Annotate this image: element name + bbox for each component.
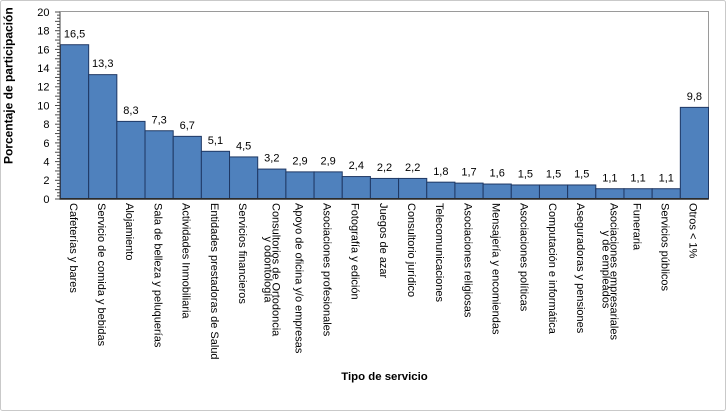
svg-text:Cafeterías y bares: Cafeterías y bares <box>67 203 79 293</box>
svg-text:Asociaciones profesionales: Asociaciones profesionales <box>320 203 332 337</box>
svg-text:3,2: 3,2 <box>264 153 279 165</box>
svg-text:Computación e informática: Computación e informática <box>546 203 558 335</box>
svg-text:4,5: 4,5 <box>236 141 251 153</box>
svg-text:9,8: 9,8 <box>687 91 702 103</box>
svg-text:18: 18 <box>37 26 49 38</box>
svg-text:2: 2 <box>43 175 49 187</box>
svg-text:Asociaciones políticas: Asociaciones políticas <box>518 203 530 312</box>
svg-text:1,6: 1,6 <box>490 168 505 180</box>
svg-text:Consultorio jurídico: Consultorio jurídico <box>405 203 417 297</box>
svg-text:Asociaciones religiosas: Asociaciones religiosas <box>461 203 473 318</box>
svg-text:8,3: 8,3 <box>123 105 138 117</box>
svg-text:Aseguradoras y pensiones: Aseguradoras y pensiones <box>574 203 586 334</box>
svg-text:Apoyo de oficina y/o empresas: Apoyo de oficina y/o empresas <box>292 203 304 354</box>
svg-text:y de empleados: y de empleados <box>599 231 611 309</box>
svg-text:1,7: 1,7 <box>461 167 476 179</box>
svg-text:Telecomunicaciones: Telecomunicaciones <box>433 203 445 303</box>
svg-text:10: 10 <box>37 100 49 112</box>
svg-text:Asociaciones empresariales: Asociaciones empresariales <box>608 203 620 340</box>
svg-text:7,3: 7,3 <box>151 114 166 126</box>
svg-text:14: 14 <box>37 63 49 75</box>
svg-text:2,2: 2,2 <box>405 162 420 174</box>
svg-text:Actividades Inmobiliaria: Actividades Inmobiliaria <box>180 203 192 319</box>
svg-text:Alojamiento: Alojamiento <box>123 203 135 260</box>
svg-text:Mensajería y encomiendas: Mensajería y encomiendas <box>490 203 502 335</box>
svg-text:1,5: 1,5 <box>546 169 561 181</box>
svg-text:1,8: 1,8 <box>433 166 448 178</box>
svg-text:16,5: 16,5 <box>64 28 85 40</box>
svg-text:2,9: 2,9 <box>292 155 307 167</box>
svg-text:12: 12 <box>37 82 49 94</box>
svg-text:1,5: 1,5 <box>574 169 589 181</box>
svg-text:2,4: 2,4 <box>349 160 364 172</box>
svg-text:Porcentaje de participación: Porcentaje de participación <box>2 7 16 164</box>
svg-text:Servicio de comida y bebidas: Servicio de comida y bebidas <box>95 203 107 347</box>
svg-text:Juegos de azar: Juegos de azar <box>377 203 389 279</box>
svg-text:5,1: 5,1 <box>208 135 223 147</box>
svg-text:Fotografía y edición: Fotografía y edición <box>349 203 361 300</box>
svg-text:Servicios públicos: Servicios públicos <box>659 203 671 292</box>
svg-text:2,2: 2,2 <box>377 162 392 174</box>
svg-text:16: 16 <box>37 44 49 56</box>
svg-text:1,5: 1,5 <box>518 169 533 181</box>
svg-text:Funeraria: Funeraria <box>630 203 642 251</box>
svg-text:Servicios financieros: Servicios financieros <box>236 203 248 304</box>
svg-text:Sala de belleza y peluquerías: Sala de belleza y peluquerías <box>151 203 163 348</box>
svg-text:6: 6 <box>43 138 49 150</box>
svg-text:Otros < 1%: Otros < 1% <box>687 203 699 259</box>
svg-text:1,1: 1,1 <box>602 172 617 184</box>
svg-text:1,1: 1,1 <box>659 172 674 184</box>
svg-text:Tipo de servicio: Tipo de servicio <box>341 371 428 383</box>
svg-text:1,1: 1,1 <box>630 172 645 184</box>
svg-text:0: 0 <box>43 194 49 206</box>
svg-text:Entidades prestadoras de Salud: Entidades prestadoras de Salud <box>208 203 220 360</box>
svg-text:4: 4 <box>43 157 49 169</box>
svg-text:20: 20 <box>37 7 49 19</box>
svg-text:Consultorios de Ortodoncia: Consultorios de Ortodoncia <box>270 203 282 337</box>
svg-text:8: 8 <box>43 119 49 131</box>
svg-text:2,9: 2,9 <box>321 155 336 167</box>
svg-text:13,3: 13,3 <box>92 58 113 70</box>
svg-text:6,7: 6,7 <box>180 120 195 132</box>
svg-text:y odontología: y odontología <box>261 236 273 303</box>
